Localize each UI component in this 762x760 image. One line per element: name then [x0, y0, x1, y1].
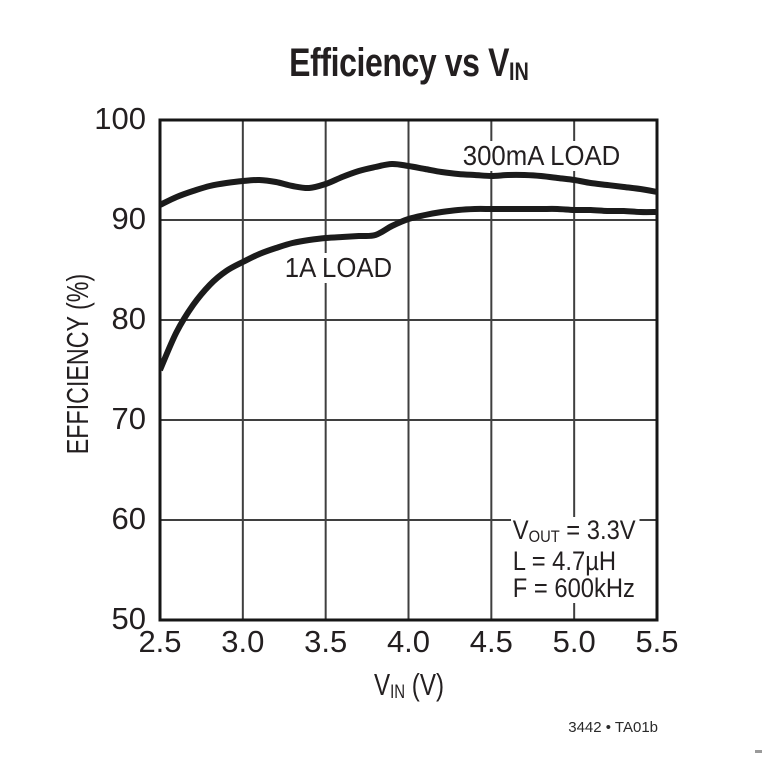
x-tick-label: 5.0: [552, 624, 596, 659]
series-label-300ma-load: 300mA LOAD: [460, 141, 624, 171]
y-tick-label: 80: [111, 301, 146, 336]
x-tick-label: 3.5: [304, 624, 348, 659]
x-tick-label: 2.5: [138, 624, 182, 659]
figure-number: 3442 • TA01b: [568, 719, 658, 736]
x-axis-label-subscript: IN: [390, 682, 406, 704]
annotation-vout-value: = 3.3V: [559, 515, 636, 545]
x-axis-label: VIN (V): [374, 668, 444, 707]
x-tick-label: 3.0: [221, 624, 265, 659]
y-tick-label: 60: [111, 501, 146, 536]
x-axis-label-unit: (V): [405, 667, 445, 702]
x-axis-label-text: V: [373, 667, 391, 702]
x-tick-label: 4.5: [469, 624, 513, 659]
page-edge-artifact: [755, 750, 762, 753]
chart-title-subscript: IN: [509, 59, 529, 87]
y-tick-label: 70: [111, 401, 146, 436]
annotation-vout: VOUT = 3.3V: [511, 515, 640, 548]
annotation-frequency: F = 600kHz: [511, 574, 639, 603]
annotation-vout-subscript: OUT: [528, 527, 560, 546]
chart-title-text: Efficiency vs V: [289, 41, 510, 85]
conditions-annotation: VOUT = 3.3V L = 4.7µH F = 600kHz: [511, 515, 640, 603]
y-tick-label: 50: [111, 601, 146, 636]
annotation-vout-symbol: V: [512, 515, 529, 545]
series-label-1a-load: 1A LOAD: [282, 253, 395, 283]
y-tick-label: 90: [111, 201, 146, 236]
x-tick-label: 4.0: [386, 624, 431, 659]
chart-title: Efficiency vs VIN: [289, 41, 529, 91]
annotation-inductor: L = 4.7µH: [511, 547, 620, 575]
x-tick-label: 5.5: [635, 624, 679, 659]
y-tick-label: 100: [94, 101, 146, 136]
